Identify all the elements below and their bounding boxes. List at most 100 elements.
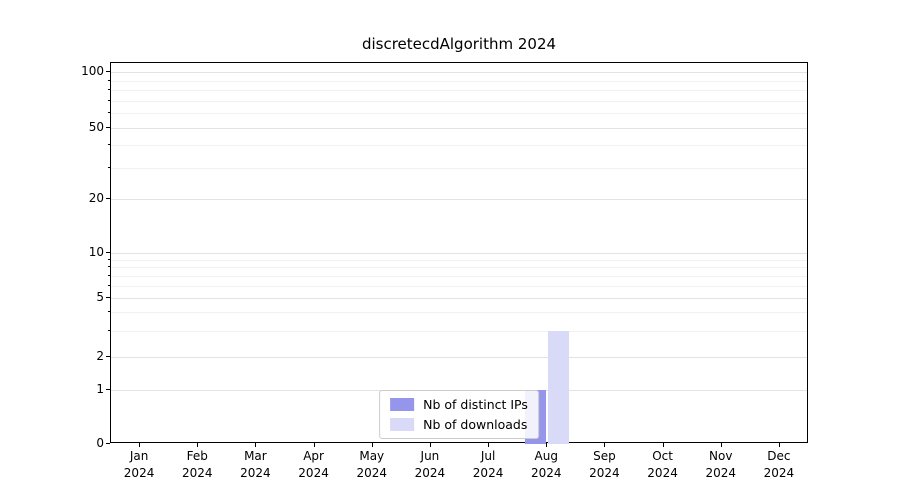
y-tick-mark: [106, 297, 110, 298]
y-tick-label: 100: [81, 64, 104, 78]
gridline-minor: [111, 167, 807, 169]
x-tick-mark: [197, 443, 199, 447]
gridline-major: [111, 199, 807, 200]
y-minor-tick-mark: [108, 258, 110, 260]
x-tick-year: 2024: [356, 466, 388, 480]
gridline-minor: [111, 100, 807, 102]
legend-swatch: [390, 418, 415, 431]
x-tick-year: 2024: [705, 466, 737, 480]
y-minor-tick-mark: [108, 329, 110, 331]
x-tick-label: Sep 2024: [575, 448, 633, 482]
y-minor-tick-mark: [108, 112, 110, 114]
x-tick-mark: [313, 443, 315, 447]
x-tick-label: Jul 2024: [459, 448, 517, 482]
x-tick-mark: [139, 443, 141, 447]
x-tick-label: Feb 2024: [168, 448, 226, 482]
legend-label: Nb of distinct IPs: [423, 397, 528, 412]
x-tick-month: Oct: [652, 449, 673, 463]
x-tick-year: 2024: [472, 466, 504, 480]
gridline-minor: [111, 113, 807, 115]
legend-swatch: [390, 398, 415, 411]
y-tick-label: 20: [88, 191, 104, 205]
x-tick-month: Jan: [129, 449, 149, 463]
chart-title: discretecdAlgorithm 2024: [361, 35, 557, 53]
x-tick-label: May 2024: [343, 448, 401, 482]
gridline-minor: [111, 90, 807, 92]
gridline-minor: [111, 276, 807, 278]
x-tick-month: Nov: [709, 449, 733, 463]
y-tick-mark: [106, 198, 110, 199]
x-tick-mark: [546, 443, 548, 447]
gridline-minor: [111, 80, 807, 82]
x-tick-month: Sep: [593, 449, 616, 463]
y-tick-label: 2: [96, 349, 104, 363]
x-tick-year: 2024: [240, 466, 271, 480]
gridline-minor: [111, 145, 807, 147]
x-tick-label: Nov 2024: [692, 448, 750, 482]
y-tick-label: 10: [88, 245, 104, 259]
x-tick-label: Oct 2024: [634, 448, 692, 482]
x-tick-label: Aug 2024: [517, 448, 575, 482]
y-tick-mark: [106, 389, 110, 390]
y-tick-label: 1: [96, 382, 104, 396]
gridline-minor: [111, 330, 807, 332]
bar: [548, 330, 570, 444]
x-tick-mark: [255, 443, 257, 447]
y-minor-tick-mark: [108, 79, 110, 81]
x-tick-year: 2024: [414, 466, 446, 480]
y-tick-mark: [106, 356, 110, 357]
x-tick-mark: [371, 443, 373, 447]
y-tick-label: 50: [88, 120, 104, 134]
x-tick-label: Mar 2024: [226, 448, 284, 482]
x-tick-year: 2024: [647, 466, 678, 480]
x-tick-year: 2024: [530, 466, 562, 480]
gridline-major: [111, 253, 807, 254]
gridline-minor: [111, 267, 807, 269]
y-tick-mark: [106, 252, 110, 253]
x-tick-year: 2024: [181, 466, 213, 480]
gridline-major: [111, 298, 807, 299]
gridline-major: [111, 357, 807, 358]
x-tick-label: Dec 2024: [750, 448, 808, 482]
y-minor-tick-mark: [108, 99, 110, 101]
y-tick-mark: [106, 71, 110, 72]
x-tick-mark: [429, 443, 431, 447]
y-tick-label: 5: [96, 290, 104, 304]
x-tick-mark: [488, 443, 490, 447]
x-tick-year: 2024: [763, 466, 795, 480]
x-tick-label: Jun 2024: [401, 448, 459, 482]
gridline-minor: [111, 312, 807, 314]
x-tick-label: Jan 2024: [110, 448, 168, 482]
x-tick-month: Jun: [420, 449, 440, 463]
x-tick-month: Feb: [186, 449, 208, 463]
x-tick-mark: [662, 443, 664, 447]
x-tick-month: Aug: [534, 449, 558, 463]
y-minor-tick-mark: [108, 166, 110, 168]
x-tick-mark: [604, 443, 606, 447]
y-tick-mark: [106, 127, 110, 128]
y-tick-mark: [106, 443, 110, 444]
legend-item: Nb of downloads: [390, 417, 528, 432]
y-minor-tick-mark: [108, 311, 110, 313]
x-tick-year: 2024: [589, 466, 620, 480]
y-minor-tick-mark: [108, 285, 110, 287]
legend-item: Nb of distinct IPs: [390, 397, 528, 412]
legend: Nb of distinct IPs Nb of downloads: [379, 390, 539, 439]
y-minor-tick-mark: [108, 89, 110, 91]
x-tick-month: Jul: [480, 449, 496, 463]
x-tick-year: 2024: [123, 466, 155, 480]
plot-area: Nb of distinct IPs Nb of downloads: [110, 62, 808, 444]
x-tick-month: May: [359, 449, 385, 463]
x-tick-mark: [778, 443, 780, 447]
gridline-minor: [111, 259, 807, 261]
legend-label: Nb of downloads: [423, 417, 528, 432]
x-tick-label: Apr 2024: [285, 448, 343, 482]
y-minor-tick-mark: [108, 144, 110, 146]
gridline-major: [111, 72, 807, 73]
x-tick-mark: [720, 443, 722, 447]
x-tick-month: Mar: [244, 449, 267, 463]
y-minor-tick-mark: [108, 275, 110, 277]
gridline-major: [111, 128, 807, 129]
x-tick-year: 2024: [298, 466, 329, 480]
